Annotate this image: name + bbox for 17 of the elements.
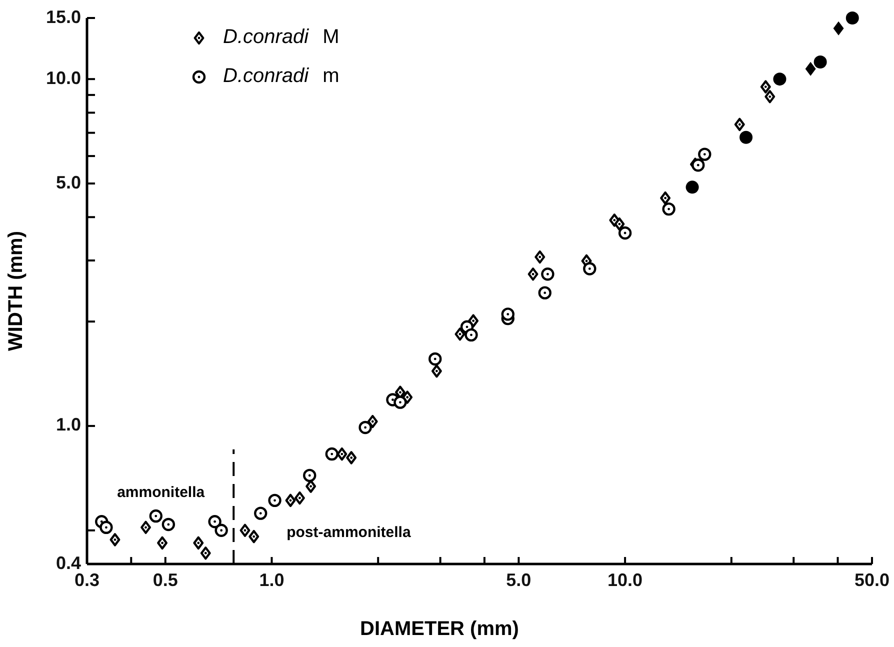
x-tick-label: 0.5	[152, 570, 178, 590]
x-tick-label: 5.0	[506, 570, 532, 590]
legend-label: D.conradi m	[223, 65, 340, 88]
y-tick-label: 10.0	[46, 68, 81, 88]
x-tick-label: 1.0	[259, 570, 284, 590]
x-tick-label: 50.0	[854, 570, 890, 590]
y-tick-label: 0.4	[56, 552, 81, 573]
y-tick-label: 15.0	[46, 6, 81, 27]
y-axis-title: WIDTH (mm)	[5, 231, 27, 351]
x-axis-title: DIAMETER (mm)	[360, 618, 519, 640]
legend-label: D.conradi M	[223, 26, 340, 48]
x-tick-label: 0.3	[74, 570, 100, 590]
annotation: post-ammonitella	[286, 524, 412, 541]
x-tick-label: 10.0	[608, 570, 643, 590]
y-tick-label: 5.0	[56, 172, 81, 192]
annotation: ammonitella	[117, 484, 206, 501]
y-tick-label: 1.0	[56, 414, 81, 435]
